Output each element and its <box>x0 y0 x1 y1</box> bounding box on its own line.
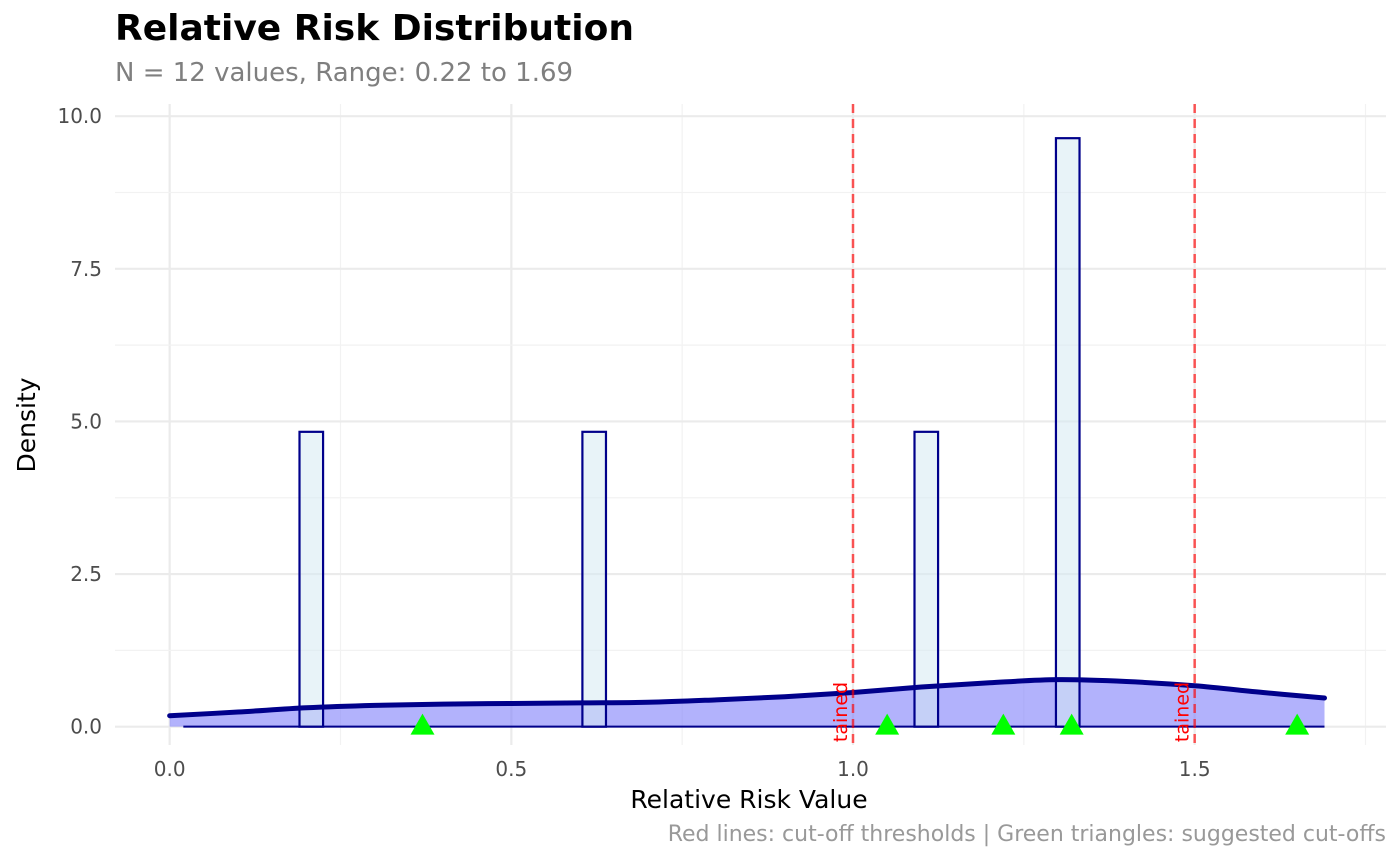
x-tick-label: 0.0 <box>154 757 186 781</box>
y-tick-label: 10.0 <box>57 104 102 128</box>
density-curve-layer <box>167 677 1327 719</box>
x-tick-label: 1.0 <box>837 757 869 781</box>
suggested-cutoff-triangle <box>1059 713 1084 735</box>
chart-subtitle: N = 12 values, Range: 0.22 to 1.69 <box>115 58 574 88</box>
threshold-label: tained <box>1172 682 1194 742</box>
suggested-cutoff-triangle <box>991 713 1016 735</box>
suggested-cutoff-triangle <box>1285 713 1310 735</box>
threshold-label: tained <box>830 682 852 742</box>
axis-labels: 0.0 0.5 1.0 1.5 0.0 2.5 5.0 7.5 10.0 <box>57 104 1210 781</box>
suggested-cutoff-triangle <box>875 713 900 735</box>
histogram-bar <box>298 430 325 728</box>
chart-title: Relative Risk Distribution <box>115 8 634 49</box>
histogram-bar <box>1054 137 1081 728</box>
histogram-bar <box>581 430 608 728</box>
histogram-bars <box>183 137 1325 728</box>
density-curve <box>167 677 1327 719</box>
x-axis-title: Relative Risk Value <box>630 785 867 814</box>
x-tick-label: 1.5 <box>1179 757 1211 781</box>
y-tick-label: 0.0 <box>70 715 102 739</box>
threshold-lines: tained tained <box>830 104 1196 745</box>
y-tick-label: 2.5 <box>70 562 102 586</box>
histogram-bar <box>913 430 940 728</box>
y-tick-label: 7.5 <box>70 257 102 281</box>
x-tick-label: 0.5 <box>495 757 527 781</box>
y-tick-label: 5.0 <box>70 409 102 433</box>
density-area <box>169 679 1325 727</box>
suggested-cutoff-triangle <box>410 713 435 735</box>
y-axis-title: Density <box>12 377 41 472</box>
density-area-layer <box>169 679 1325 727</box>
chart-caption: Red lines: cut-off thresholds | Green tr… <box>667 822 1386 847</box>
cutoff-markers <box>410 713 1310 735</box>
